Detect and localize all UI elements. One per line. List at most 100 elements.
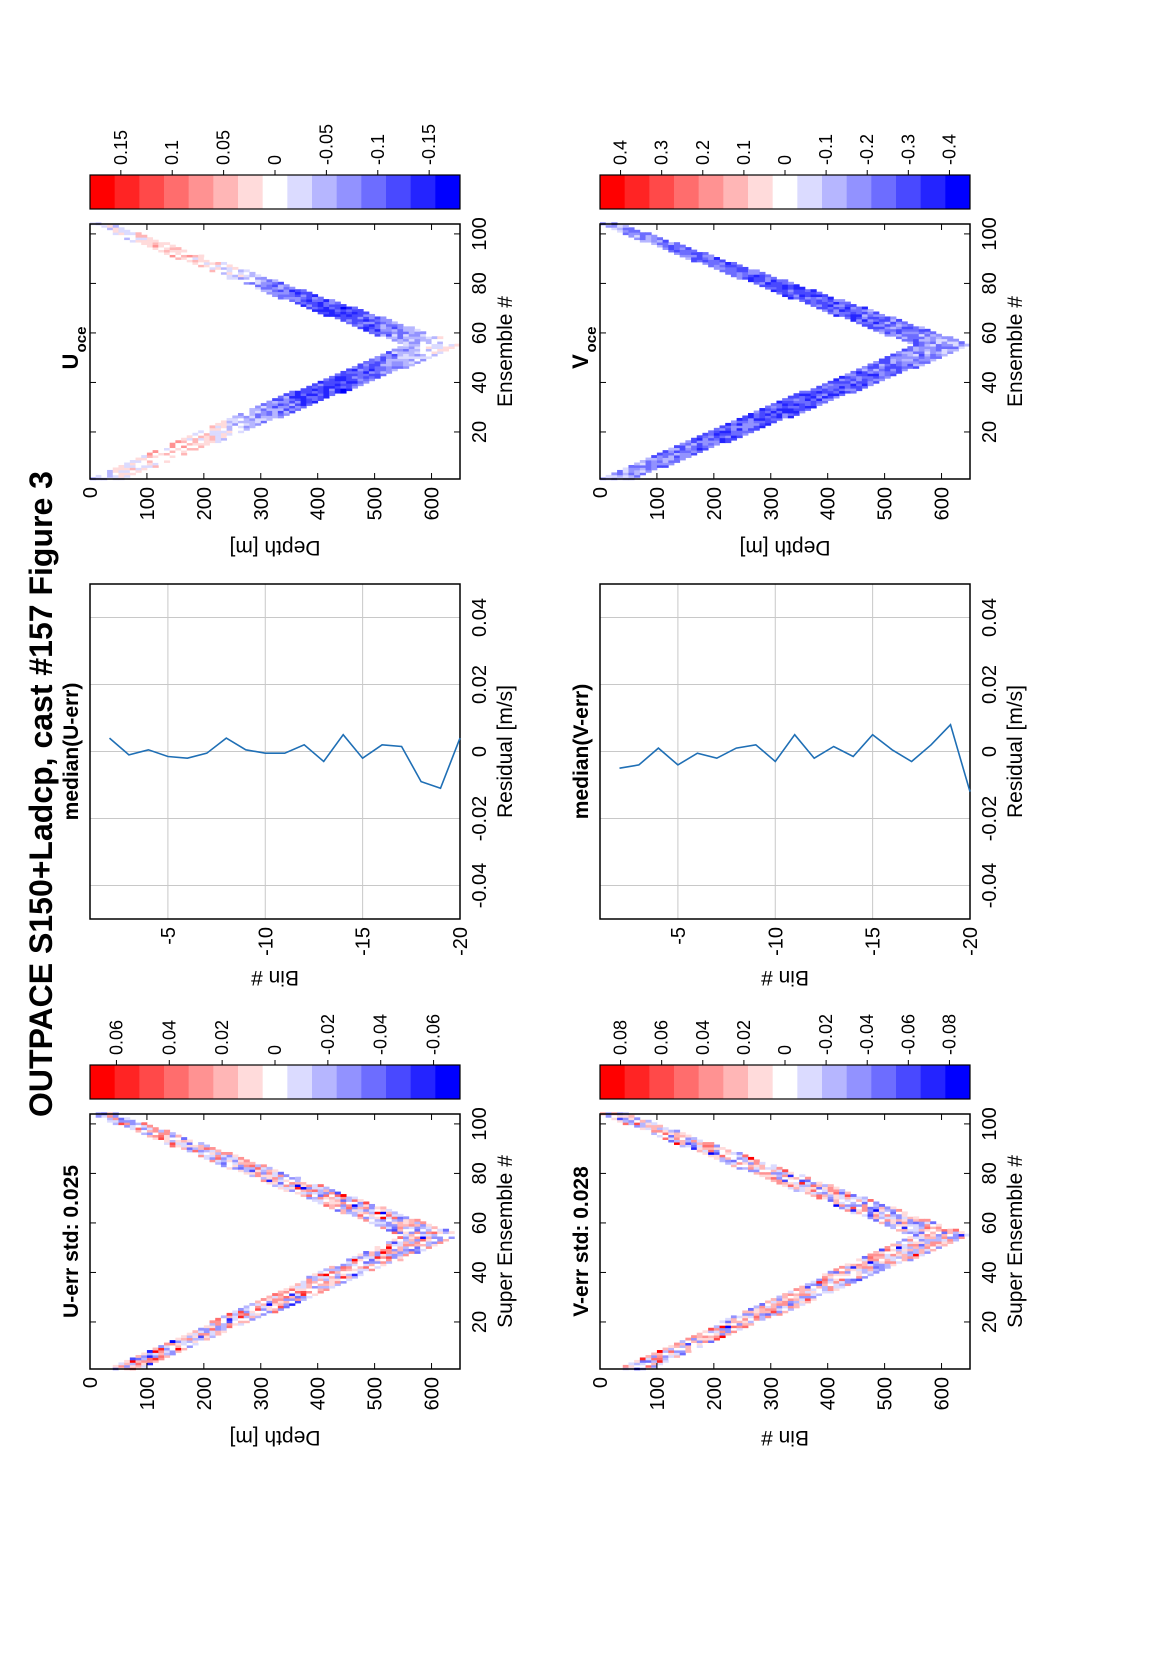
u_oce-cell [272,400,279,404]
u_oce-cell [158,450,165,453]
v_oce-cell [736,427,743,431]
v_err-cell [804,1290,812,1294]
u_err-cell [340,1203,347,1207]
u_oce-cell [363,316,370,320]
v_oce-cell [725,271,732,275]
v_oce-cell [713,430,720,434]
v_err-cell [947,1241,954,1244]
u_err-cell [266,1169,273,1173]
v_err-cell [850,1263,857,1267]
v_oce-cell [844,388,851,392]
v_oce-cell [725,440,732,444]
v_err-cell [674,1129,681,1133]
u_err-cell [346,1203,353,1207]
u_err-cell [158,1132,165,1136]
u_err-cell [431,1231,438,1235]
v_err-cell [725,1327,732,1331]
v_err-cell [776,1312,783,1316]
u_oce-cell [129,469,136,473]
v_err-cell [691,1347,698,1351]
v_err-cell [907,1248,914,1252]
u_oce-cell [260,403,267,406]
u_err-cell [414,1243,421,1247]
v_oce-cell [822,301,829,305]
u_err-cell [277,1179,284,1183]
v_err-cell [793,1305,800,1309]
v_oce-cell [890,356,897,359]
v_oce-cell [605,224,612,228]
u_err-cell [158,1354,165,1358]
v_err-cell [867,1268,874,1272]
v_err-cell [873,1268,880,1272]
u_err-cell [181,1139,188,1143]
v_oce-cell [736,274,743,278]
v_oce-cell [679,254,686,258]
v_oce-cell [907,336,914,340]
v_err-cell [748,1312,755,1316]
v_oce-cell [913,343,920,347]
v_oce-frame [599,223,971,480]
u_oce-cell [414,328,421,332]
v_oce-cell [787,284,794,288]
u_err-cell [340,1263,347,1267]
v_err-cell [935,1226,942,1230]
v_err-cell [958,1231,965,1235]
v_err-cell [753,1161,760,1165]
u_err-cell [363,1253,370,1257]
v_err-cell [822,1184,829,1188]
v_err-cell [827,1189,834,1192]
v_oce-cell [793,296,800,300]
v_oce-cell [799,408,806,411]
u_oce-cell [312,304,319,307]
u_oce-cell [380,373,387,377]
u_err-cell [391,1223,398,1227]
v_err-cell [850,1211,857,1215]
u_err-cell [215,1317,222,1321]
u_oce-cell [294,301,302,305]
v_err-cell [856,1268,863,1272]
u_oce-cell [158,462,165,466]
u_err-cell [340,1273,347,1277]
v_oce-cell [662,450,669,453]
u_err-cell [403,1228,410,1232]
u_oce-cell [306,395,313,399]
u_oce-cell [368,321,376,325]
v_err-cell [736,1315,743,1319]
u_err-cell [181,1144,188,1148]
u_oce-colorbar-swatch [213,175,239,209]
v_err-cell [873,1201,880,1205]
v_oce-cell [679,252,686,255]
v_oce-cell [799,398,806,402]
v_err-cell [748,1307,755,1311]
u_err-cell [380,1206,387,1210]
v_oce-cell [702,254,709,258]
u_err-cell [272,1179,279,1183]
v_oce-cell [634,237,641,241]
u_err-cell [277,1176,284,1180]
median_u-ylabel: Bin # [251,966,299,989]
u_oce-cell [391,321,398,325]
u_err-cell [420,1246,427,1249]
v_oce-cell [941,343,948,347]
v_oce-cell [822,294,829,298]
v_oce-cell [617,474,624,478]
u_oce-cell [266,289,273,293]
v_oce-cell [873,328,880,332]
u_err-cell [169,1142,176,1145]
u_err-cell [220,1164,228,1168]
u_err-cell [312,1283,319,1287]
v_oce-cell [839,375,846,379]
v_oce-cell [901,353,908,357]
u_oce-cell [300,301,307,305]
v_err-cell [799,1290,806,1294]
u_err-colorbar-swatch [139,1065,165,1099]
u_err-cell [146,1357,154,1361]
v_err-cell [878,1248,886,1252]
u_oce-cell [329,388,336,392]
u_oce-cell [101,227,108,231]
u_err-colorbar-swatch [336,1065,362,1099]
u_err-cell [346,1260,353,1264]
u_oce-cell [169,457,176,461]
u_oce-cell [198,437,205,441]
v_oce-cell [702,259,709,263]
